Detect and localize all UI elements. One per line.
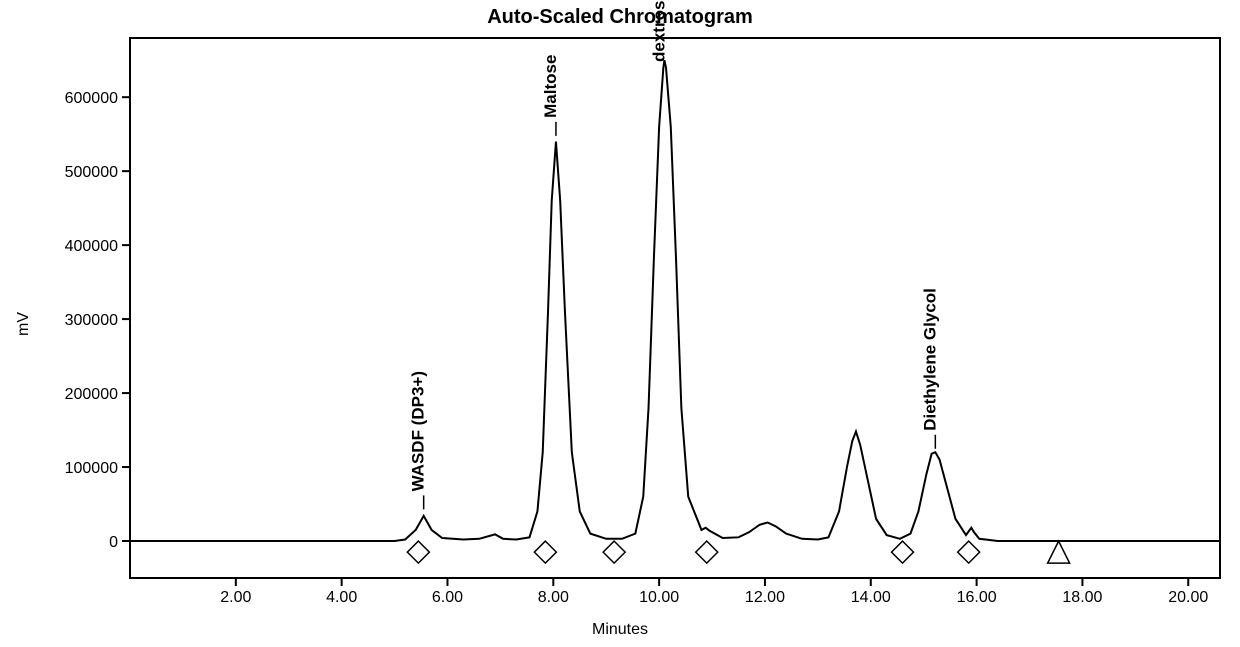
- peak-label: Maltose: [541, 55, 560, 118]
- x-tick-label: 14.00: [851, 589, 891, 606]
- y-tick-label: 200000: [65, 386, 118, 403]
- y-axis-label: mV: [15, 312, 33, 336]
- x-tick-label: 10.00: [639, 589, 679, 606]
- chromatogram-curve: [130, 60, 1220, 541]
- x-tick-label: 4.00: [326, 589, 357, 606]
- x-axis-label: Minutes: [0, 621, 1240, 639]
- triangle-marker: [1048, 541, 1070, 563]
- y-tick-label: 600000: [65, 90, 118, 107]
- x-tick-label: 18.00: [1062, 589, 1102, 606]
- peak-label: Diethylene Glycol: [920, 288, 939, 431]
- peak-label: WASDF (DP3+): [409, 371, 428, 491]
- plot-border: [130, 38, 1220, 578]
- y-tick-label: 400000: [65, 238, 118, 255]
- diamond-marker: [892, 541, 914, 563]
- x-tick-label: 16.00: [957, 589, 997, 606]
- chromatogram-page: Auto-Scaled Chromatogram mV 0 100000 20000…: [0, 0, 1240, 647]
- chart-title: Auto-Scaled Chromatogram: [0, 6, 1240, 29]
- x-tick-label: 20.00: [1168, 589, 1208, 606]
- diamond-marker: [958, 541, 980, 563]
- diamond-marker: [534, 541, 556, 563]
- x-tick-label: 6.00: [432, 589, 463, 606]
- x-tick-label: 8.00: [538, 589, 569, 606]
- y-tick-label: 0: [109, 534, 118, 551]
- x-tick-label: 2.00: [220, 589, 251, 606]
- y-tick-label: 500000: [65, 164, 118, 181]
- diamond-marker: [603, 541, 625, 563]
- diamond-marker: [696, 541, 718, 563]
- y-tick-label: 300000: [65, 312, 118, 329]
- chromatogram-plot: 0 100000 200000 300000 400000 500000 600000 2.0…: [0, 0, 1240, 620]
- y-tick-label: 100000: [65, 460, 118, 477]
- diamond-marker: [407, 541, 429, 563]
- x-tick-label: 12.00: [745, 589, 785, 606]
